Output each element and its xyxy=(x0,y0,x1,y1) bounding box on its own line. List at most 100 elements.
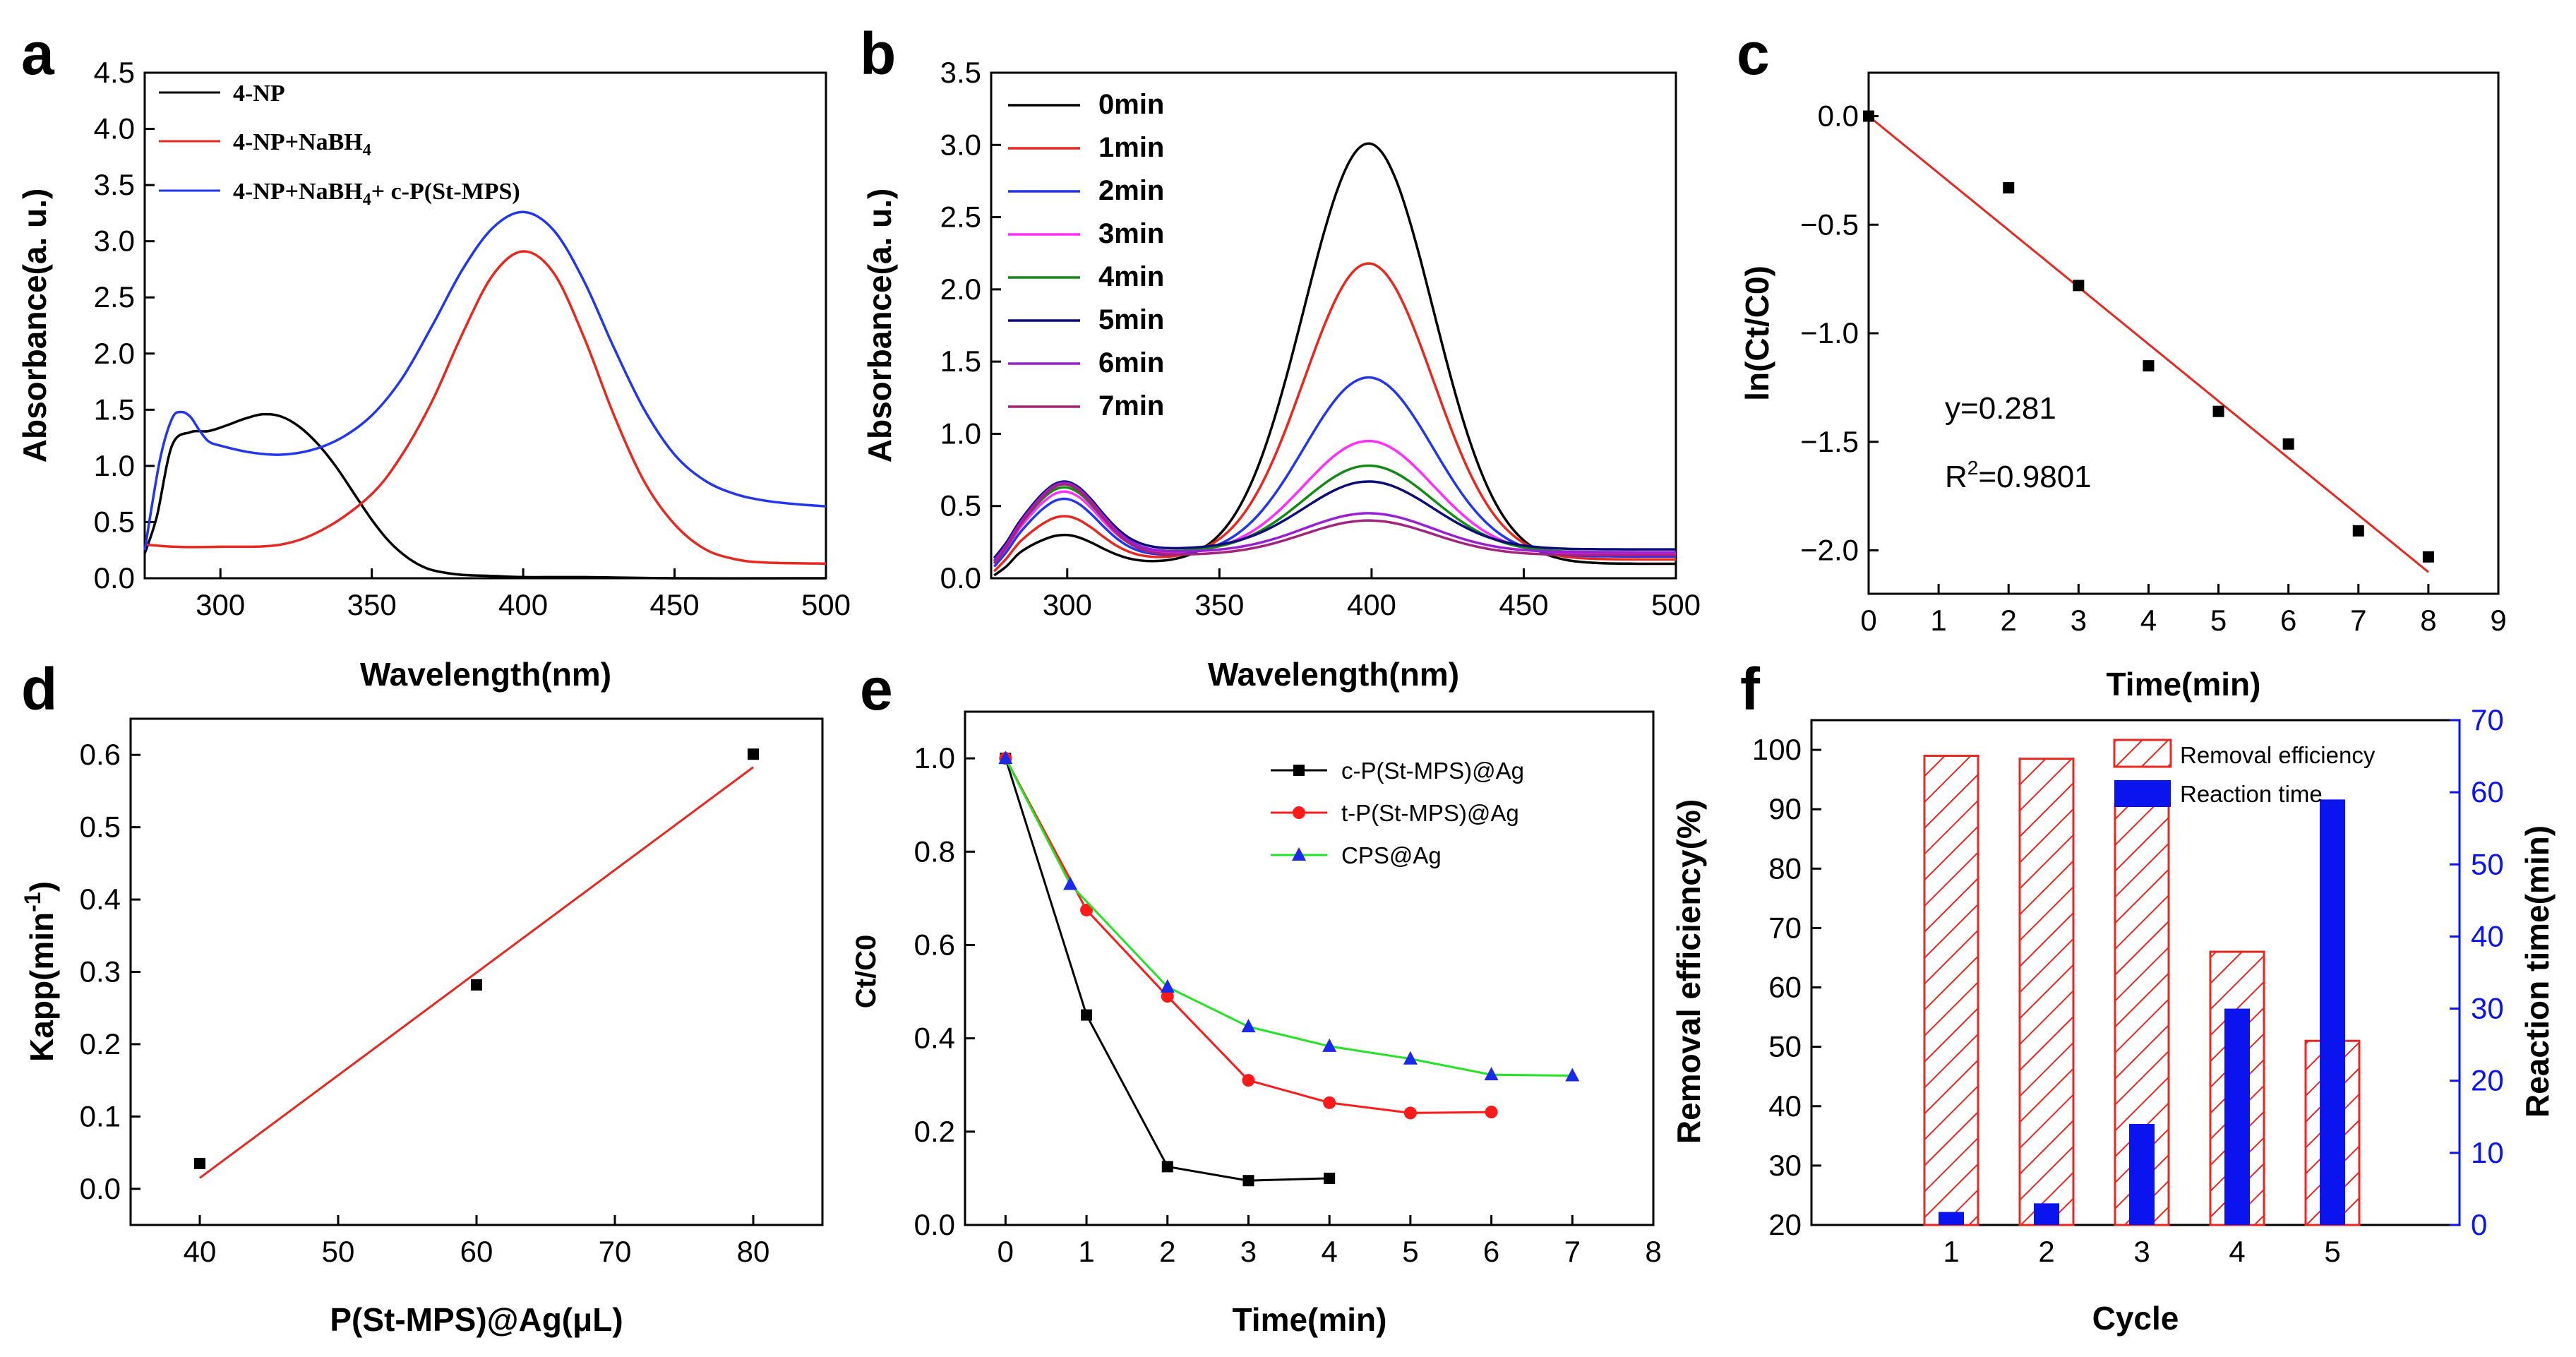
bar-reaction-time xyxy=(2320,799,2345,1225)
x-axis-label: Time(min) xyxy=(1233,1301,1387,1338)
x-tick-label: 450 xyxy=(1499,588,1548,621)
right-tick-label: 70 xyxy=(2471,703,2504,736)
legend-label-removal: Removal efficiency xyxy=(2180,742,2376,768)
x-tick-label: 1 xyxy=(1943,1235,1959,1268)
y-tick-label: 0.0 xyxy=(94,561,135,594)
data-point xyxy=(1081,1009,1093,1021)
y-axis-label: Ct/C0 xyxy=(851,935,882,1008)
x-tick-label: 5 xyxy=(1402,1235,1418,1268)
plot-frame xyxy=(990,71,1677,580)
data-point xyxy=(194,1157,205,1169)
x-tick-label: 350 xyxy=(1194,588,1244,621)
data-point xyxy=(1063,876,1078,890)
bar-removal-efficiency xyxy=(2114,803,2170,1226)
y-tick-label: 0.4 xyxy=(914,1022,955,1055)
series-group xyxy=(1863,110,2434,573)
right-tick-label: 0 xyxy=(2471,1208,2487,1241)
legend-label-5min: 5min xyxy=(1098,304,1164,335)
series-line-2 xyxy=(144,250,827,566)
data-point xyxy=(1863,110,1874,122)
x-tick-label: 80 xyxy=(737,1235,770,1268)
data-point xyxy=(1161,1161,1173,1173)
legend-label-3: CPS@Ag xyxy=(1341,842,1442,868)
y-tick-label: 40 xyxy=(1768,1089,1802,1123)
legend: c-P(St-MPS)@Ag t-P(St-MPS)@Ag CPS@Ag xyxy=(1271,758,1524,868)
fit-line xyxy=(199,766,754,1179)
x-tick-label: 300 xyxy=(196,588,245,621)
panel-f: f 20 30 40 50 60 70 80 90 100 0 10 20 30 40 50 60 70 1 2… xyxy=(1670,656,2556,1337)
plot-frame xyxy=(143,71,827,580)
x-tick-label: 1 xyxy=(1930,604,1946,637)
y-tick-label: 4.5 xyxy=(94,56,135,89)
legend: 0min 1min 2min 3min 4min 5min 6min 7min xyxy=(1008,89,1164,422)
data-point xyxy=(1080,903,1094,916)
x-tick-label: 350 xyxy=(347,588,397,621)
bar-reaction-time xyxy=(2224,1008,2250,1225)
y-tick-label: 0.1 xyxy=(80,1099,121,1132)
bar-reaction-time xyxy=(1939,1212,1964,1225)
legend-label-3min: 3min xyxy=(1098,218,1164,249)
y-tick-label: 50 xyxy=(1768,1030,1802,1063)
y-tick-label: −1.0 xyxy=(1800,316,1859,349)
fit-line xyxy=(1868,115,2429,573)
x-tick-label: 2 xyxy=(2001,604,2017,637)
y-tick-label: 0.8 xyxy=(914,835,955,868)
data-point xyxy=(998,751,1013,765)
series-line-0min xyxy=(993,142,1676,577)
series-line-5min xyxy=(993,480,1676,559)
x-tick-label: 1 xyxy=(1078,1235,1094,1268)
x-tick-label: 3 xyxy=(1240,1235,1257,1268)
x-tick-label: 3 xyxy=(2071,604,2087,637)
right-tick-label: 10 xyxy=(2471,1136,2504,1169)
legend-marker xyxy=(1293,806,1305,819)
x-tick-label: 0 xyxy=(998,1235,1014,1268)
x-tick-label: 5 xyxy=(2324,1235,2340,1268)
y-axis-ticks: 0.0 0.5 1.0 1.5 2.0 2.5 3.0 3.5 xyxy=(940,56,1001,594)
y-tick-label: 0.4 xyxy=(80,883,121,916)
series-line-1min xyxy=(993,262,1676,573)
y-tick-label: 0.0 xyxy=(80,1172,121,1205)
x-axis-ticks: 1 2 3 4 5 xyxy=(1943,1215,2341,1268)
legend-label-2: t-P(St-MPS)@Ag xyxy=(1341,800,1519,826)
y-axis-label: Kapp(min-1) xyxy=(20,881,60,1062)
y-tick-label: 0.0 xyxy=(940,561,981,594)
legend-label-2min: 2min xyxy=(1098,175,1164,206)
x-tick-label: 500 xyxy=(801,588,851,621)
panel-d: d 0.0 0.1 0.2 0.3 0.4 0.5 0.6 40 50 60 70 80 P(St-… xyxy=(20,656,824,1338)
y-tick-label: 0.2 xyxy=(914,1115,955,1148)
y-axis-label: Absorbance(a. u.) xyxy=(861,189,898,463)
series-line-1 xyxy=(1004,758,1330,1182)
data-point xyxy=(1565,1068,1580,1082)
y-tick-label: 1.5 xyxy=(94,393,135,426)
x-axis-label: Time(min) xyxy=(2107,666,2261,703)
legend-label-time: Reaction time xyxy=(2180,781,2323,807)
data-point xyxy=(1403,1106,1417,1120)
y-axis-label: Removal efficiency(%) xyxy=(1670,799,1707,1144)
y-tick-label: 100 xyxy=(1752,733,1802,766)
data-point xyxy=(1403,1051,1418,1065)
series-group xyxy=(998,751,1580,1187)
x-axis-label: Wavelength(nm) xyxy=(1208,656,1459,693)
y-tick-label: 90 xyxy=(1768,792,1802,825)
data-point xyxy=(1485,1106,1498,1119)
y-tick-label: 0.3 xyxy=(80,955,121,988)
x-tick-label: 2 xyxy=(2038,1235,2054,1268)
data-point xyxy=(1160,979,1175,993)
panel-letter-c: c xyxy=(1737,20,1770,87)
data-point xyxy=(2422,551,2434,563)
legend-label-1: c-P(St-MPS)@Ag xyxy=(1341,758,1524,784)
y-tick-label: 3.5 xyxy=(940,56,981,89)
series-group xyxy=(993,142,1676,577)
x-tick-label: 6 xyxy=(2280,604,2296,637)
bar-removal-efficiency xyxy=(1923,754,1979,1226)
y-tick-label: 60 xyxy=(1768,971,1802,1004)
right-y-axis-ticks: 0 10 20 30 40 50 60 70 xyxy=(2450,703,2504,1241)
data-point xyxy=(2073,280,2085,292)
x-tick-label: 6 xyxy=(1483,1235,1499,1268)
y-tick-label: −0.5 xyxy=(1800,208,1859,241)
x-tick-label: 50 xyxy=(322,1235,355,1268)
panel-c: c 0.0 −0.5 −1.0 −1.5 −2.0 0 1 2 3 4 5 6 7 8 9 y=0.281… xyxy=(1737,20,2507,703)
x-axis-label: Cycle xyxy=(2092,1300,2179,1337)
x-tick-label: 7 xyxy=(2350,604,2366,637)
x-tick-label: 9 xyxy=(2490,604,2506,637)
